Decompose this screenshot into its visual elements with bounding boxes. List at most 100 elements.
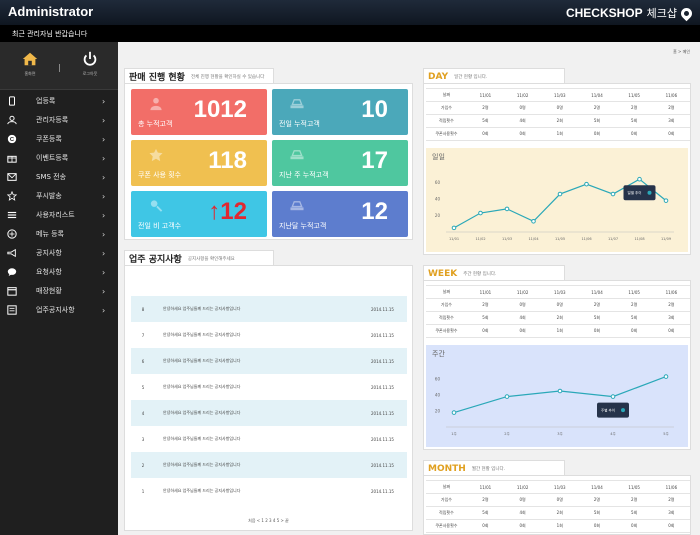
month-panel-tab: MONTH 월간 현황 입니다. — [423, 460, 565, 476]
table-cell: 0명 — [504, 493, 542, 507]
table-cell: 2명 — [652, 298, 690, 312]
table-header-cell: 11/01 — [466, 285, 505, 299]
logout-button[interactable]: 로그아웃 — [70, 50, 110, 86]
main-content: 홈 > 메인 판매 진행 현황 전체 진행 현황을 확인하실 수 있습니다 총 … — [118, 42, 700, 535]
location-pin-icon — [678, 5, 695, 21]
notice-row-title[interactable]: 안녕하세요 업주님들께 드리는 공지사항입니다 — [163, 488, 241, 493]
table-cell: 5회 — [615, 114, 653, 128]
mail-icon — [7, 173, 17, 181]
stat-card[interactable]: 쿠폰 사용 횟수 118 — [131, 140, 267, 186]
table-header-cell: 11/05 — [615, 480, 653, 494]
notice-row-number: 4 — [141, 410, 145, 416]
sidebar-item[interactable]: 공지사항 › — [0, 244, 118, 262]
badge-icon — [149, 148, 163, 162]
table-header-cell: 11/04 — [578, 88, 616, 102]
notice-row-number: 1 — [141, 488, 145, 494]
logout-label: 로그아웃 — [82, 71, 98, 76]
notice-row-number: 7 — [141, 332, 145, 338]
stat-card[interactable]: 지난달 누적고객 12 — [272, 191, 408, 237]
notice-row[interactable]: 3 안녕하세요 업주님들께 드리는 공지사항입니다 2014.11.15 — [131, 426, 407, 452]
stat-card[interactable]: 지난 주 누적고객 17 — [272, 140, 408, 186]
stack-icon — [290, 150, 304, 160]
sidebar-item[interactable]: 사용자리스트 › — [0, 206, 118, 224]
data-point — [663, 198, 669, 203]
line-chart: 20 40 60 1주 2주 3주 4주 5주 주별 추이 — [426, 345, 688, 447]
chevron-right-icon: › — [102, 248, 106, 258]
week-table: 날짜 11/01 11/02 11/03 11/04 11/05 11/06 가입수 2명 0명 0… — [426, 285, 690, 338]
day-panel-title: DAY — [428, 71, 449, 82]
notice-row[interactable]: 6 안녕하세요 업주님들께 드리는 공지사항입니다 2014.11.15 — [131, 348, 407, 374]
table-row-label: 쿠폰사용횟수 — [426, 127, 467, 141]
tooltip-box — [623, 185, 656, 201]
table-header-cell: 11/05 — [615, 285, 653, 299]
month-panel-subtitle: 월간 현황 입니다. — [471, 466, 506, 472]
stat-card[interactable]: 전일 비 고객수 ↑12 — [131, 191, 267, 237]
notice-row-title[interactable]: 안녕하세요 업주님들께 드리는 공지사항입니다 — [163, 358, 241, 363]
notice-row[interactable]: 8 안녕하세요 업주님들께 드리는 공지사항입니다 2014.11.15 — [131, 296, 407, 322]
notice-row-date: 2014.11.15 — [371, 332, 394, 338]
arrow-up-icon: ↑ — [208, 198, 221, 225]
notice-row[interactable]: 1 안녕하세요 업주님들께 드리는 공지사항입니다 2014.11.15 — [131, 478, 407, 504]
notice-row-title[interactable]: 안녕하세요 업주님들께 드리는 공지사항입니다 — [163, 384, 241, 389]
table-header-cell: 11/06 — [652, 285, 690, 299]
sidebar-item[interactable]: 푸시발송 › — [0, 187, 118, 205]
notice-row[interactable]: 5 안녕하세요 업주님들께 드리는 공지사항입니다 2014.11.15 — [131, 374, 407, 400]
table-cell: 4회 — [504, 506, 542, 520]
notice-row-title[interactable]: 안녕하세요 업주님들께 드리는 공지사항입니다 — [163, 436, 241, 441]
notice-row-date: 2014.11.15 — [371, 462, 394, 468]
table-header-cell: 11/02 — [504, 480, 542, 494]
table-cell: 0회 — [466, 127, 505, 141]
notice-row-title[interactable]: 안녕하세요 업주님들께 드리는 공지사항입니다 — [163, 306, 241, 311]
x-tick-label: 11/07 — [608, 237, 618, 241]
stat-card[interactable]: 총 누적고객 1012 — [131, 89, 267, 135]
notice-row-title[interactable]: 안녕하세요 업주님들께 드리는 공지사항입니다 — [163, 410, 241, 415]
sidebar-item[interactable]: C 쿠폰등록 › — [0, 130, 118, 148]
table-cell: 5회 — [466, 114, 505, 128]
table-cell: 0회 — [652, 127, 690, 141]
table-header-cell: 11/02 — [504, 88, 542, 102]
notice-row[interactable]: 4 안녕하세요 업주님들께 드리는 공지사항입니다 2014.11.15 — [131, 400, 407, 426]
chevron-right-icon: › — [102, 134, 106, 144]
table-cell: 5회 — [578, 506, 616, 520]
table-row: 쿠폰사용횟수 0회 0회 1회 0회 0회 0회 — [426, 324, 690, 338]
stat-card-number: 12 — [220, 198, 247, 225]
week-panel-subtitle: 주간 현황 입니다. — [463, 271, 497, 277]
data-point — [637, 176, 642, 182]
table-cell: 5회 — [615, 506, 653, 520]
y-tick-label: 40 — [435, 197, 441, 202]
table-cell: 2명 — [578, 101, 616, 115]
sidebar-top: 홈화면 로그아웃 — [0, 42, 118, 90]
tooltip-dot — [647, 190, 652, 195]
sidebar-item[interactable]: 메뉴 등록 › — [0, 225, 118, 243]
pagination[interactable]: 처음 < 1 2 3 4 5 > 끝 — [248, 518, 289, 523]
sidebar-item[interactable]: 요청사항 › — [0, 263, 118, 281]
notice-row-title[interactable]: 안녕하세요 업주님들께 드리는 공지사항입니다 — [163, 462, 241, 467]
person-icon — [150, 97, 162, 111]
sidebar-item[interactable]: 이벤트등록 › — [0, 149, 118, 167]
sidebar-item[interactable]: 업등록 › — [0, 92, 118, 110]
y-tick-label: 20 — [435, 409, 441, 414]
notice-row-date: 2014.11.15 — [371, 410, 394, 416]
notice-row-number: 2 — [141, 462, 145, 468]
table-cell: 2명 — [466, 298, 505, 312]
brand-logo[interactable]: CHECKSHOP 체크샵 — [566, 5, 695, 21]
notice-row-number: 8 — [141, 306, 145, 312]
table-cell: 0회 — [504, 519, 542, 533]
stat-card[interactable]: 전일 누적고객 10 — [272, 89, 408, 135]
table-header-cell: 11/01 — [466, 88, 505, 102]
y-tick-label: 60 — [435, 377, 441, 382]
home-icon — [22, 52, 38, 66]
home-button[interactable]: 홈화면 — [10, 50, 50, 86]
data-point — [451, 410, 457, 415]
y-tick-label: 40 — [435, 393, 441, 398]
table-cell: 0명 — [504, 298, 542, 312]
notice-row[interactable]: 2 안녕하세요 업주님들께 드리는 공지사항입니다 2014.11.15 — [131, 452, 407, 478]
notice-row-title[interactable]: 안녕하세요 업주님들께 드리는 공지사항입니다 — [163, 332, 241, 337]
sidebar-item[interactable]: 매장현황 › — [0, 282, 118, 300]
sidebar-item[interactable]: SMS 전송 › — [0, 168, 118, 186]
sidebar-item[interactable]: 업주공지사항 › — [0, 301, 118, 319]
sidebar-item[interactable]: 관리자등록 › — [0, 111, 118, 129]
sales-panel-title: 판매 진행 현황 — [129, 73, 185, 83]
notice-row[interactable]: 7 안녕하세요 업주님들께 드리는 공지사항입니다 2014.11.15 — [131, 322, 407, 348]
coupon-icon: C — [7, 134, 17, 144]
